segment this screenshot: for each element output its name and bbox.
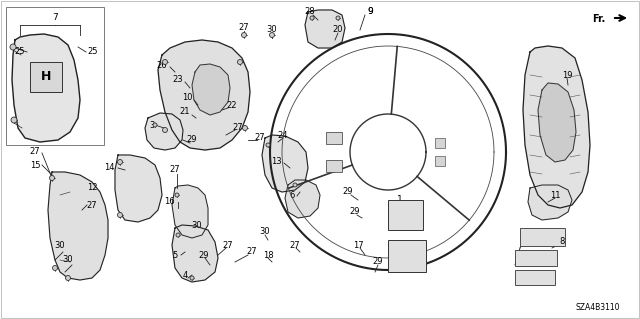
Text: 6: 6 (290, 190, 295, 199)
Text: 16: 16 (164, 197, 175, 206)
Text: 27: 27 (233, 123, 243, 132)
Text: 27: 27 (239, 24, 250, 33)
Circle shape (65, 276, 70, 280)
Text: 27: 27 (290, 241, 300, 249)
Text: 1: 1 (397, 196, 403, 204)
Text: 2: 2 (405, 211, 411, 219)
Circle shape (163, 60, 168, 64)
Text: 21: 21 (179, 108, 190, 116)
Text: 25: 25 (88, 48, 99, 56)
Text: SZA4B3110: SZA4B3110 (575, 303, 620, 313)
Text: 29: 29 (372, 257, 383, 266)
Text: 14: 14 (104, 164, 115, 173)
Circle shape (310, 16, 314, 20)
Text: 8: 8 (559, 238, 564, 247)
Polygon shape (172, 185, 208, 238)
Text: 29: 29 (199, 250, 209, 259)
Bar (435, 138, 445, 148)
Circle shape (153, 123, 157, 127)
Text: 24: 24 (278, 130, 288, 139)
Text: 13: 13 (271, 158, 282, 167)
Text: 17: 17 (353, 241, 364, 249)
Polygon shape (192, 64, 230, 115)
Bar (515, 250, 557, 266)
Text: 18: 18 (262, 250, 273, 259)
Text: Fr.: Fr. (592, 14, 605, 24)
Polygon shape (538, 83, 576, 162)
Circle shape (241, 33, 246, 38)
Text: 23: 23 (172, 76, 183, 85)
Text: 4: 4 (182, 271, 188, 279)
Text: 22: 22 (227, 100, 237, 109)
Text: 30: 30 (54, 241, 65, 249)
Text: 30: 30 (192, 220, 202, 229)
Text: 29: 29 (349, 207, 360, 217)
Polygon shape (262, 135, 308, 192)
Text: 7: 7 (52, 13, 58, 23)
Circle shape (118, 212, 122, 218)
Bar (388, 240, 426, 272)
Text: 30: 30 (267, 26, 277, 34)
Circle shape (237, 60, 243, 64)
Circle shape (52, 265, 58, 271)
Text: 9: 9 (367, 8, 373, 17)
Text: 28: 28 (305, 8, 316, 17)
Polygon shape (115, 155, 162, 222)
Text: 27: 27 (223, 241, 234, 249)
Circle shape (269, 33, 275, 38)
Circle shape (10, 44, 16, 50)
Bar (435, 156, 445, 166)
Text: 25: 25 (15, 48, 25, 56)
Circle shape (176, 233, 180, 237)
Polygon shape (528, 185, 572, 220)
Polygon shape (48, 172, 108, 280)
Text: 26: 26 (156, 61, 167, 70)
Text: 27: 27 (255, 133, 266, 143)
Bar (388, 200, 423, 230)
Circle shape (293, 183, 297, 187)
Text: 27: 27 (86, 201, 97, 210)
Polygon shape (285, 180, 320, 218)
Circle shape (49, 175, 54, 181)
Text: 30: 30 (260, 227, 270, 236)
Polygon shape (158, 40, 250, 150)
Bar (515, 270, 555, 285)
Text: H: H (41, 70, 51, 84)
Bar (326, 131, 342, 144)
Bar (520, 228, 565, 246)
Text: 30: 30 (63, 256, 74, 264)
Text: 27: 27 (170, 166, 180, 174)
Text: 19: 19 (562, 70, 572, 79)
Circle shape (190, 276, 194, 280)
Polygon shape (12, 34, 80, 142)
Circle shape (11, 117, 17, 123)
Bar (30, 62, 62, 92)
Text: 12: 12 (87, 183, 97, 192)
Text: 29: 29 (187, 136, 197, 145)
Text: 15: 15 (29, 160, 40, 169)
Text: 20: 20 (333, 26, 343, 34)
Circle shape (163, 128, 168, 132)
Text: 27: 27 (246, 248, 257, 256)
Text: 11: 11 (550, 190, 560, 199)
Circle shape (336, 16, 340, 20)
Bar (326, 160, 342, 173)
Text: 3: 3 (150, 121, 155, 130)
Text: 10: 10 (182, 93, 193, 102)
Polygon shape (305, 10, 345, 48)
Text: 27: 27 (29, 147, 40, 157)
Circle shape (243, 125, 248, 130)
Circle shape (118, 160, 122, 165)
Text: 5: 5 (173, 250, 178, 259)
Polygon shape (145, 113, 183, 150)
Polygon shape (523, 46, 590, 208)
Text: 29: 29 (343, 188, 353, 197)
Bar (6, 7, 104, 145)
Text: 9: 9 (367, 8, 373, 17)
Polygon shape (172, 225, 218, 282)
Circle shape (175, 193, 179, 197)
Circle shape (266, 143, 270, 147)
